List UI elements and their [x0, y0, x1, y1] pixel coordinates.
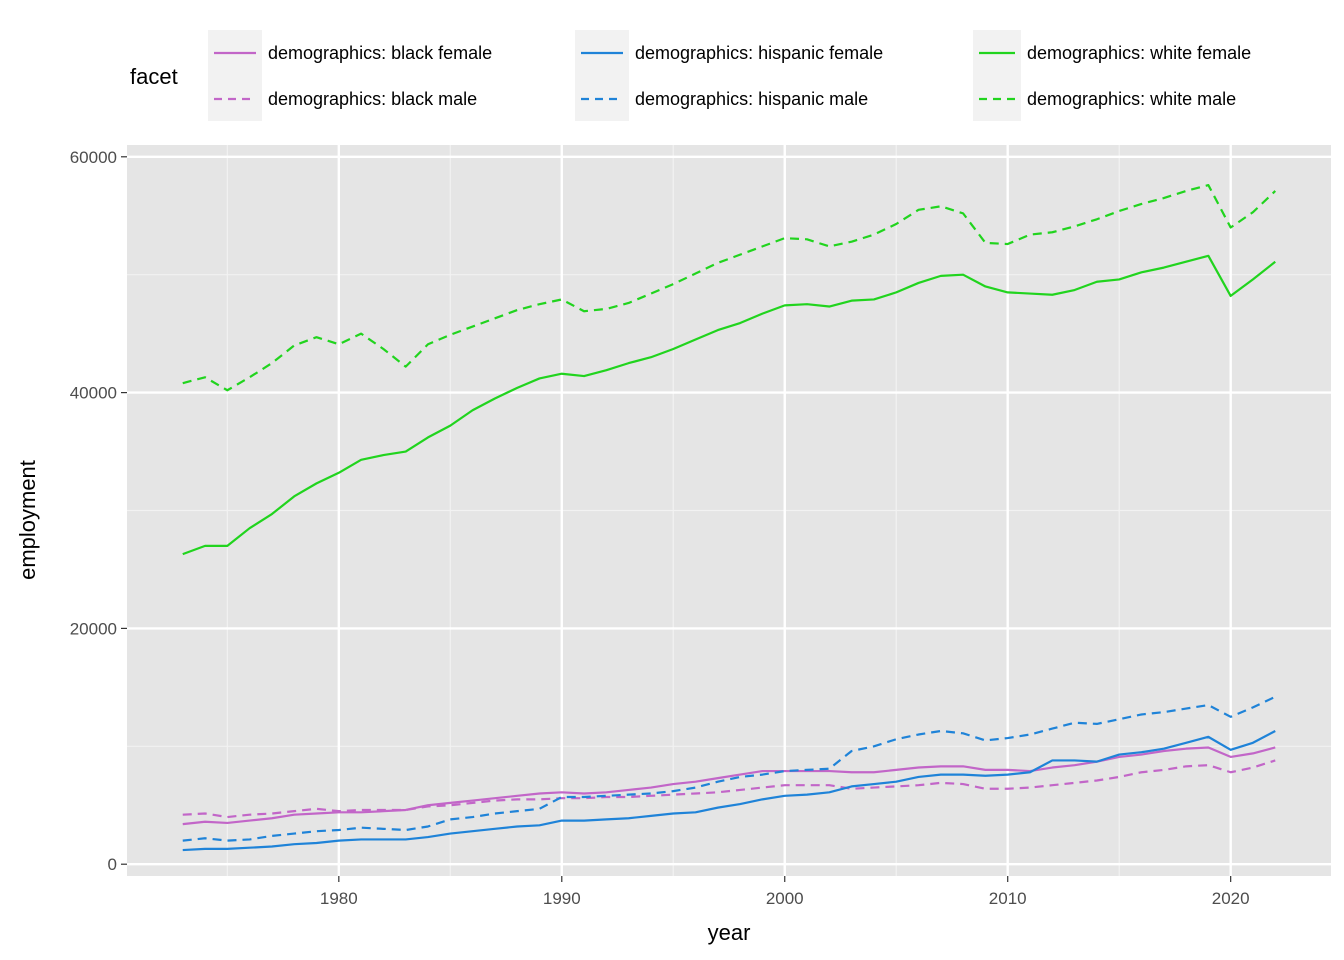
- legend-items: demographics: black female demographics: …: [208, 30, 1251, 121]
- legend-key-background: [208, 30, 262, 121]
- series-line: [182, 254, 1276, 556]
- x-axis: 1980 1990 2000 2010 2020: [320, 876, 1250, 908]
- x-tick-label: 1980: [320, 889, 358, 908]
- legend-label: demographics: black female: [268, 43, 492, 63]
- series-line: [182, 183, 1277, 392]
- major-gridlines: [127, 145, 1331, 876]
- y-tick-label: 60000: [70, 148, 117, 167]
- series-line: [182, 730, 1276, 852]
- series-line: [182, 759, 1276, 819]
- x-tick-label: 2010: [989, 889, 1027, 908]
- legend-label: demographics: hispanic male: [635, 89, 868, 109]
- y-axis-title: employment: [15, 460, 40, 580]
- legend-label: demographics: white male: [1027, 89, 1236, 109]
- x-tick-label: 2020: [1212, 889, 1250, 908]
- legend: facet demographics: black femaledemograp…: [130, 30, 1251, 121]
- series-line: [182, 695, 1276, 842]
- y-axis: 0 20000 40000 60000: [70, 148, 127, 874]
- x-tick-label: 1990: [543, 889, 581, 908]
- legend-label: demographics: hispanic female: [635, 43, 883, 63]
- legend-key-background: [973, 30, 1021, 121]
- legend-label: demographics: black male: [268, 89, 477, 109]
- legend-key-background: [575, 30, 629, 121]
- plot-area: [127, 145, 1331, 876]
- y-tick-label: 20000: [70, 619, 117, 638]
- legend-label: demographics: white female: [1027, 43, 1251, 63]
- y-tick-label: 0: [108, 855, 117, 874]
- x-tick-label: 2000: [766, 889, 804, 908]
- y-tick-label: 40000: [70, 384, 117, 403]
- series-lines: [182, 183, 1277, 852]
- legend-title: facet: [130, 64, 178, 89]
- x-axis-title: year: [708, 920, 751, 945]
